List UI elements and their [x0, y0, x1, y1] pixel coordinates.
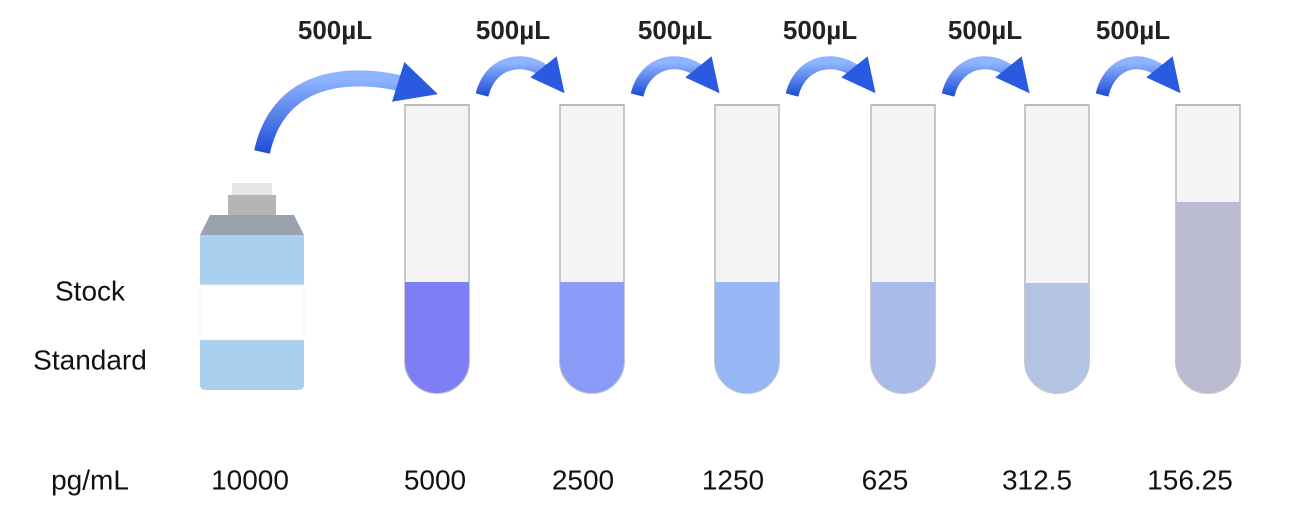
tube-liquid — [560, 282, 624, 393]
concentration-label: 10000 — [211, 464, 289, 495]
transfer-label: 500µL — [1096, 15, 1170, 45]
tube-liquid — [1025, 283, 1089, 393]
transfer-label: 500µL — [638, 15, 712, 45]
concentration-label: 5000 — [404, 464, 466, 495]
unit-label: pg/mL — [51, 464, 129, 495]
concentration-label: 2500 — [552, 464, 614, 495]
transfer-arrow — [785, 56, 876, 98]
stock-label: Standard — [33, 344, 147, 375]
transfer-arrow — [630, 56, 720, 98]
concentration-label: 156.25 — [1147, 464, 1233, 495]
tube-liquid — [405, 282, 469, 393]
concentration-label: 1250 — [702, 464, 764, 495]
stock-label: Stock — [55, 275, 126, 306]
tube-liquid — [871, 282, 935, 393]
transfer-arrow — [1095, 56, 1181, 97]
transfer-label: 500µL — [476, 15, 550, 45]
concentration-label: 312.5 — [1002, 464, 1072, 495]
stock-bottle — [199, 183, 305, 390]
tube-liquid — [1176, 202, 1240, 393]
concentration-label: 625 — [862, 464, 909, 495]
transfer-arrow — [941, 56, 1030, 98]
transfer-label: 500µL — [948, 15, 1022, 45]
transfer-arrow — [475, 56, 565, 98]
transfer-label: 500µL — [298, 15, 372, 45]
transfer-label: 500µL — [783, 15, 857, 45]
tube-liquid — [715, 282, 779, 393]
transfer-arrow — [254, 61, 438, 154]
